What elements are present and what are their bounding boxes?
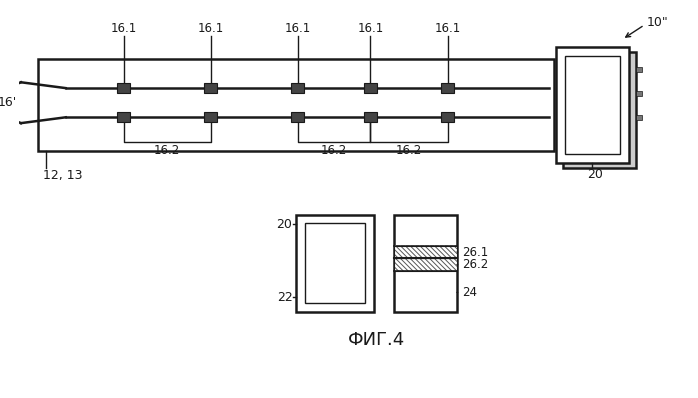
Text: 16': 16' bbox=[0, 96, 17, 109]
Bar bbox=[394, 258, 456, 271]
Bar bbox=[636, 115, 641, 120]
Bar bbox=[305, 223, 365, 303]
Text: 24: 24 bbox=[461, 286, 477, 299]
Text: 12, 13: 12, 13 bbox=[43, 169, 83, 182]
Bar bbox=[556, 47, 629, 163]
Text: 20: 20 bbox=[588, 168, 603, 181]
Text: 26.2: 26.2 bbox=[461, 258, 488, 271]
Bar bbox=[394, 215, 456, 312]
Text: 16.1: 16.1 bbox=[435, 21, 461, 35]
Bar bbox=[563, 52, 636, 168]
Bar bbox=[441, 83, 454, 93]
Bar bbox=[364, 112, 377, 122]
Bar bbox=[394, 246, 456, 258]
Bar bbox=[117, 112, 130, 122]
Text: 26.1: 26.1 bbox=[461, 246, 488, 259]
Bar bbox=[292, 83, 304, 93]
Bar bbox=[565, 56, 621, 154]
Text: 20: 20 bbox=[276, 218, 292, 231]
Text: 10": 10" bbox=[646, 16, 668, 29]
Bar bbox=[117, 83, 130, 93]
Bar bbox=[364, 83, 377, 93]
Text: 16.2: 16.2 bbox=[321, 144, 347, 156]
Text: 16.1: 16.1 bbox=[110, 21, 137, 35]
Bar bbox=[205, 83, 217, 93]
Bar bbox=[441, 112, 454, 122]
Text: 16.1: 16.1 bbox=[357, 21, 383, 35]
Bar bbox=[394, 258, 456, 271]
Bar bbox=[292, 112, 304, 122]
Bar bbox=[636, 67, 641, 72]
Text: 22: 22 bbox=[276, 291, 292, 304]
Bar bbox=[636, 91, 641, 96]
Text: 16.2: 16.2 bbox=[154, 144, 180, 156]
Text: ФИГ.4: ФИГ.4 bbox=[348, 331, 405, 349]
Bar bbox=[205, 112, 217, 122]
Bar bbox=[38, 59, 554, 151]
Bar bbox=[296, 215, 374, 312]
Text: 16.1: 16.1 bbox=[285, 21, 311, 35]
Bar bbox=[394, 246, 456, 258]
Text: 16.2: 16.2 bbox=[396, 144, 422, 156]
Text: 16.1: 16.1 bbox=[198, 21, 224, 35]
